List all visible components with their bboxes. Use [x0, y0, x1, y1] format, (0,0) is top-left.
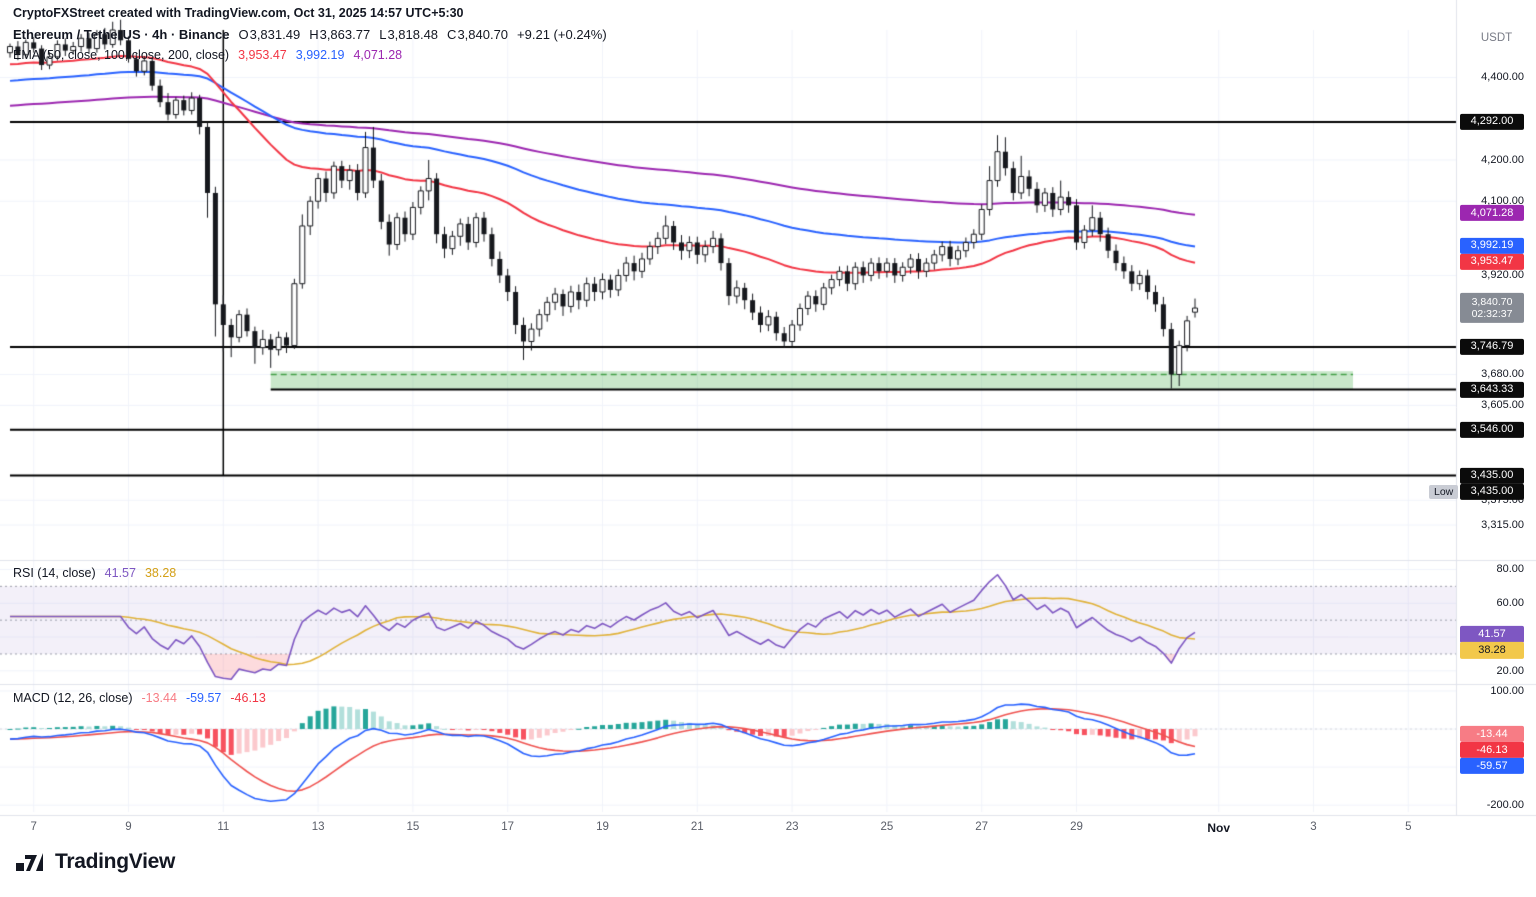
price-level-badge: 3,546.00: [1460, 421, 1524, 438]
low-label: Low: [1429, 484, 1459, 499]
low-price-badge: 3,435.00: [1460, 483, 1524, 500]
axis-currency-label: USDT: [1480, 32, 1513, 44]
time-axis-label: 29: [1070, 821, 1083, 833]
symbol-legend: Ethereum / TetherUS · 4h · Binance O3,83…: [13, 27, 607, 42]
price-tick: 4,400.00: [1481, 71, 1524, 84]
time-axis-label: Nov: [1207, 821, 1231, 835]
price-level-badge: 3,746.79: [1460, 338, 1524, 356]
watermark-text: CryptoFXStreet created with TradingView.…: [13, 6, 464, 20]
price-level-badge: 3,643.33: [1460, 381, 1524, 398]
time-axis-label: 23: [785, 821, 799, 833]
rsi-value: 41.57: [104, 566, 136, 580]
ema100-value: 3,992.19: [295, 48, 345, 62]
time-axis-label: 27: [975, 821, 989, 833]
macd-legend: MACD (12, 26, close) -13.44 -59.57 -46.1…: [13, 691, 266, 705]
change-value: +9.21 (+0.24%): [517, 27, 607, 42]
rsi-value-badge: 38.28: [1460, 642, 1524, 659]
price-level-badge: 3,435.00: [1460, 467, 1524, 484]
time-axis-label: 11: [217, 821, 230, 833]
time-axis-label: 15: [406, 821, 420, 833]
ohlc-open: O3,831.49: [238, 27, 301, 42]
ohlc-close: C3,840.70: [447, 27, 509, 42]
price-tick: 4,100.00: [1481, 195, 1524, 208]
ema-legend: EMA (50, close, 100, close, 200, close) …: [13, 48, 402, 62]
rsi-value-badge: 41.57: [1460, 626, 1524, 643]
price-tick: 3,315.00: [1481, 519, 1524, 532]
rsi-tick: 60.00: [1496, 597, 1524, 610]
tradingview-logo-text: TradingView: [55, 850, 176, 873]
price-level-badge: 3,992.19: [1460, 237, 1524, 254]
price-tick: 3,605.00: [1481, 399, 1524, 412]
price-level-badge: 4,071.28: [1460, 204, 1524, 222]
macd-signal-value: -46.13: [230, 691, 266, 705]
macd-value-badge: -13.44: [1460, 726, 1524, 743]
price-level-badge: 3,953.47: [1460, 253, 1524, 270]
tradingview-logo[interactable]: TradingView: [16, 850, 175, 874]
macd-tick: -200.00: [1486, 799, 1524, 812]
price-tick: 3,680.00: [1481, 368, 1524, 381]
time-axis-label: 13: [311, 821, 325, 833]
price-tick: 4,200.00: [1481, 153, 1524, 166]
rsi-legend: RSI (14, close) 41.57 38.28: [13, 566, 176, 580]
macd-tick: 100.00: [1490, 684, 1524, 697]
ema-indicator-label[interactable]: EMA (50, close, 100, close, 200, close): [13, 48, 230, 62]
macd-indicator-label[interactable]: MACD (12, 26, close): [13, 691, 133, 705]
time-axis-label: 9: [125, 821, 132, 833]
time-axis-label: 25: [880, 821, 894, 833]
ohlc-low: L3,818.48: [379, 27, 439, 42]
price-tick: 3,920.00: [1481, 269, 1524, 282]
time-axis-label: 19: [596, 821, 609, 833]
time-axis-label: 17: [501, 821, 515, 833]
ema200-value: 4,071.28: [353, 48, 403, 62]
rsi-tick: 80.00: [1496, 563, 1524, 576]
ohlc-high: H3,863.77: [309, 27, 371, 42]
rsi-tick: 20.00: [1496, 664, 1524, 677]
price-level-badge: 4,292.00: [1460, 113, 1524, 131]
time-axis[interactable]: 7 9 11 13 15 17 19 21 23 25 27 29 Nov 3 5: [0, 815, 1457, 841]
tradingview-logo-icon: [16, 853, 43, 871]
rsi-indicator-label[interactable]: RSI (14, close): [13, 566, 96, 580]
rsi-ma-value: 38.28: [144, 566, 177, 580]
time-axis-label: 21: [690, 821, 704, 833]
macd-value-badge: -59.57: [1460, 758, 1524, 775]
macd-line-value: -59.57: [185, 691, 222, 705]
macd-hist-value: -13.44: [141, 691, 177, 705]
price-axis[interactable]: USDT 4,400.00 4,200.00 4,100.00 3,920.00 3,6…: [1457, 0, 1536, 815]
macd-value-badge: -46.13: [1460, 742, 1524, 759]
time-axis-label: 3: [1310, 821, 1317, 833]
time-axis-label: 5: [1405, 821, 1412, 833]
last-price-countdown-badge: 3,840.70 02:32:37: [1460, 293, 1524, 324]
symbol-title[interactable]: Ethereum / TetherUS · 4h · Binance: [13, 27, 230, 42]
ema50-value: 3,953.47: [238, 48, 287, 62]
time-axis-label: 7: [30, 821, 37, 833]
